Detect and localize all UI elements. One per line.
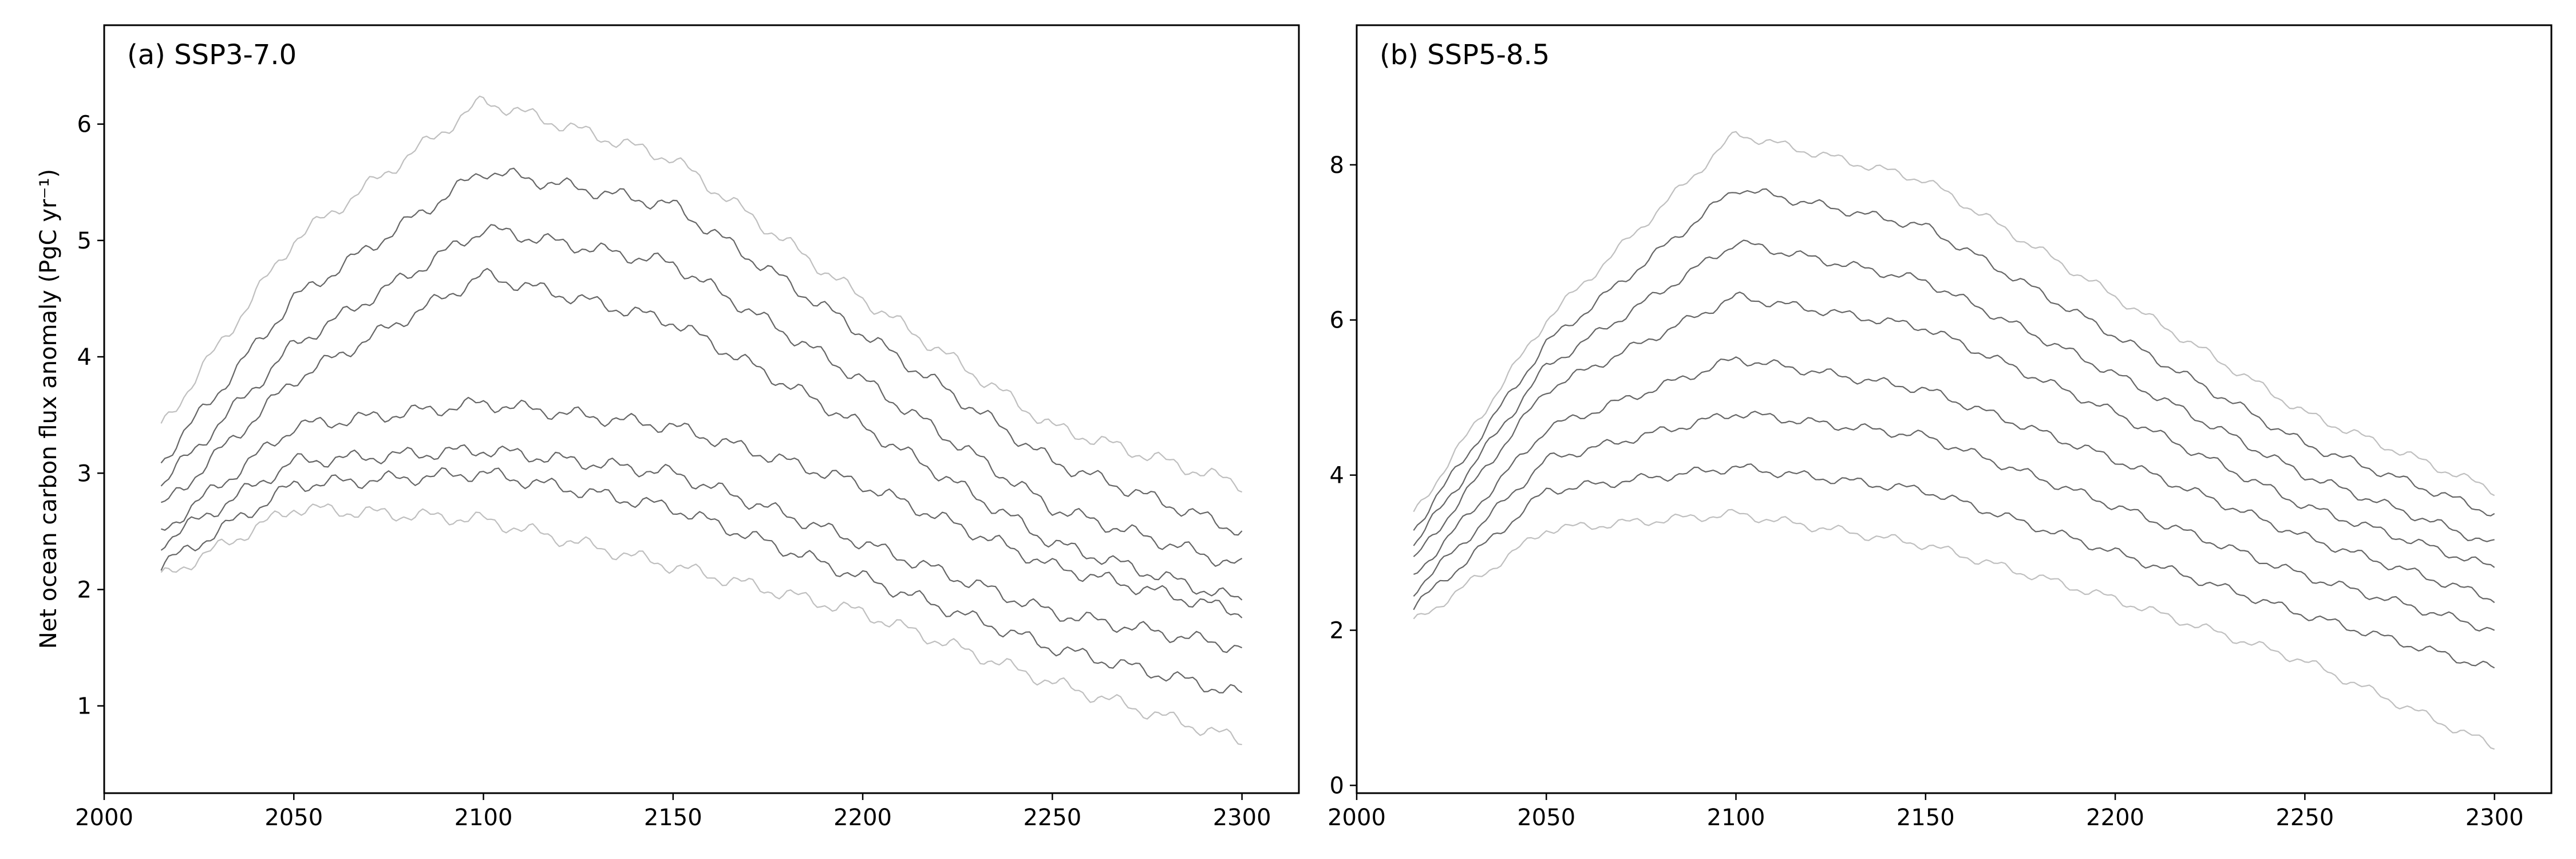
panel-b-series-line-4 [1413, 291, 2495, 568]
panel-a-x-tick-label: 2200 [833, 805, 892, 831]
panel-a-y-tick-label: 4 [77, 344, 92, 371]
panel-b-x-tick-label: 2050 [1517, 805, 1575, 831]
panel-a-x-tick-label: 2250 [1023, 805, 1081, 831]
panel-b-series-line-7 [1413, 463, 2495, 669]
panel-a-lines [160, 95, 1243, 746]
panel-a-series-line-5 [161, 397, 1243, 618]
panel-b-label: (b) SSP5-8.5 [1380, 39, 1550, 71]
panel-a-y-tick-label: 1 [77, 693, 92, 720]
panel-b-x-tick-label: 2150 [1897, 805, 1955, 831]
panel-a-label: (a) SSP3-7.0 [127, 39, 297, 71]
panel-a-series-line-4 [161, 267, 1243, 601]
panel-b-y-tick-label: 4 [1330, 463, 1344, 489]
panel-a: 2000 2050 2100 2150 2200 2250 2300 1 2 3 4 5 6 (a) … [35, 24, 1300, 831]
panel-a-series-line-6 [160, 444, 1243, 653]
panel-a-series-line-8 [160, 503, 1242, 746]
panel-b-series-line-8 [1413, 509, 2495, 750]
panel-b-x-axis: 2000 2050 2100 2150 2200 2250 2300 [1327, 793, 2524, 831]
panel-b-series-line-2 [1413, 188, 2495, 531]
panel-a-x-tick-label: 2050 [264, 805, 323, 831]
panel-b-series-line-1 [1413, 131, 2495, 513]
panel-b-x-tick-label: 2000 [1327, 805, 1386, 831]
panel-b-x-tick-label: 2100 [1707, 805, 1765, 831]
panel-a-series-line-1 [160, 95, 1243, 493]
panel-a-series-line-2 [160, 167, 1243, 536]
panel-a-frame [103, 24, 1300, 794]
panel-b-x-tick-label: 2300 [2466, 805, 2524, 831]
panel-a-y-tick-label: 6 [77, 112, 92, 138]
panel-b-y-tick-label: 6 [1330, 308, 1344, 334]
panel-a-x-tick-label: 2000 [75, 805, 133, 831]
panel-a-x-tick-label: 2100 [455, 805, 513, 831]
panel-a-series-line-3 [160, 224, 1243, 567]
panel-b-series-line-3 [1413, 239, 2495, 546]
panel-b: 2000 2050 2100 2150 2200 2250 2300 0 2 4 6 8 (b) S… [1327, 24, 2553, 831]
panel-a-x-axis: 2000 2050 2100 2150 2200 2250 2300 [75, 793, 1271, 831]
panel-a-x-tick-label: 2300 [1213, 805, 1271, 831]
panel-a-y-tick-label: 5 [77, 228, 92, 254]
panel-b-y-tick-label: 0 [1330, 773, 1344, 799]
panel-b-x-tick-label: 2250 [2275, 805, 2334, 831]
panel-a-y-axis: 1 2 3 4 5 6 [77, 112, 104, 720]
panel-b-y-axis: 0 2 4 6 8 [1330, 152, 1357, 799]
panel-a-y-axis-label: Net ocean carbon flux anomaly (PgC yr⁻¹) [35, 169, 62, 649]
panel-a-y-tick-label: 3 [77, 460, 92, 487]
panel-b-series-line-6 [1413, 411, 2495, 632]
panel-b-series-line-5 [1413, 356, 2495, 604]
panel-b-x-tick-label: 2200 [2086, 805, 2144, 831]
panel-b-y-tick-label: 8 [1330, 152, 1344, 179]
panel-a-x-tick-label: 2150 [644, 805, 702, 831]
panel-a-y-tick-label: 2 [77, 577, 92, 603]
panel-b-lines [1413, 131, 2495, 750]
panel-a-series-line-7 [160, 467, 1243, 693]
panel-b-y-tick-label: 2 [1330, 618, 1344, 644]
panel-b-frame [1356, 24, 2553, 794]
